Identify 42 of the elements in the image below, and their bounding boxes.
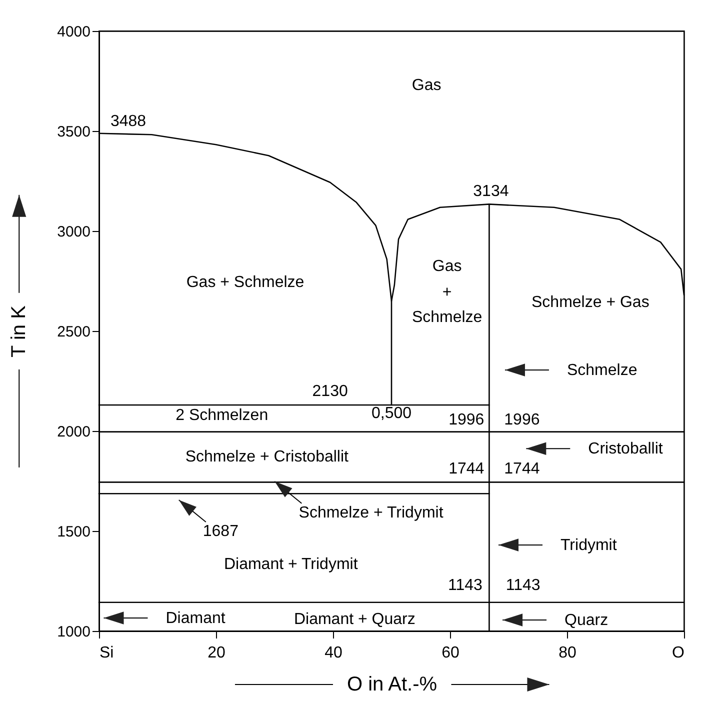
annotation: 1744 <box>448 460 484 478</box>
annotation: 1687 <box>202 523 239 540</box>
x-tick-label: 40 <box>324 644 342 662</box>
x-tick-label: Si <box>100 644 114 662</box>
annotation: Gas + Schmelze <box>186 274 304 291</box>
annotation: 0,500 <box>371 405 412 422</box>
annotation: Cristoballit <box>588 440 664 458</box>
y-tick-label: 1500 <box>57 524 90 540</box>
y-axis-title: T in K <box>8 304 30 358</box>
annotation: Quarz <box>564 612 608 629</box>
annotation: 1143 <box>506 577 540 594</box>
annotation: 1143 <box>448 577 483 594</box>
annotation: Schmelze <box>566 362 638 379</box>
annotation: Diamant + Quarz <box>294 611 416 628</box>
annotation: + <box>442 284 452 301</box>
annotation: Schmelze + Gas <box>531 294 650 311</box>
annotation: Diamant <box>166 610 226 627</box>
x-tick-label: 60 <box>442 644 460 662</box>
annotation: 1744 <box>504 460 540 478</box>
annotation: Tridymit <box>560 537 618 554</box>
annotation: Schmelze + Cristoballit <box>185 448 350 466</box>
annotation: Schmelze <box>412 309 482 326</box>
annotation: 1996 <box>504 412 540 429</box>
x-tick-label: 80 <box>558 644 576 662</box>
annotation: 1996 <box>448 412 484 429</box>
annotation: 3488 <box>110 113 146 130</box>
x-tick-label: 20 <box>208 644 226 662</box>
annotation: Gas <box>432 258 462 275</box>
x-tick-label: O <box>672 644 684 662</box>
x-axis-title: O in At.-% <box>346 674 438 696</box>
y-tick-label: 2000 <box>57 424 90 440</box>
annotation: Gas <box>412 77 442 94</box>
y-tick-label: 1000 <box>57 624 90 640</box>
y-tick-label: 3000 <box>57 224 90 240</box>
annotation: Schmelze + Tridymit <box>298 504 444 522</box>
annotation: 2 Schmelzen <box>176 407 268 424</box>
y-tick-label: 4000 <box>57 24 90 40</box>
y-tick-label: 2500 <box>57 324 90 340</box>
annotation: 2130 <box>312 383 348 400</box>
annotation: Diamant + Tridymit <box>224 556 358 573</box>
annotation: 3134 <box>473 183 509 200</box>
y-tick-label: 3500 <box>57 124 90 140</box>
